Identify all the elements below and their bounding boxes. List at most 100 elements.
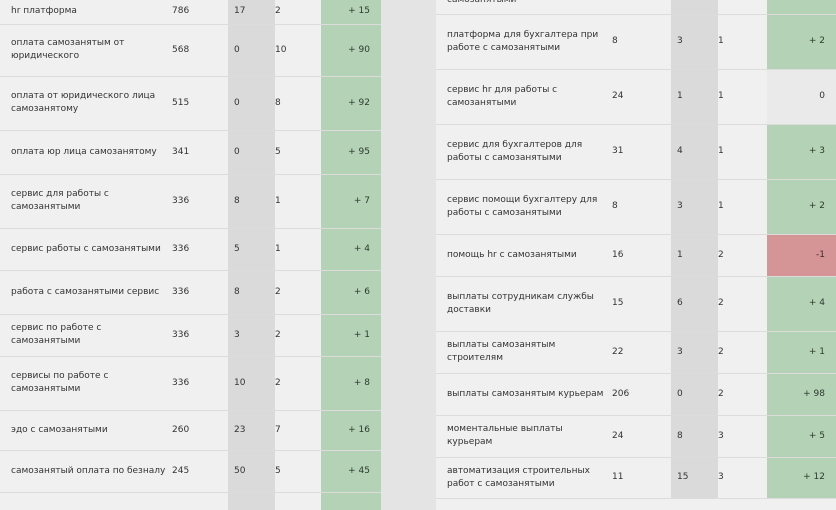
table-row: сервис для работы с самозанятыми 336 8 1 + 7 bbox=[0, 174, 381, 229]
position-before-cell: 5 bbox=[228, 228, 275, 271]
position-after-cell: 3 bbox=[718, 457, 767, 499]
table-row: сервисы по работе с самозанятыми 336 10 2 + … bbox=[0, 356, 381, 411]
position-before-cell: 10 bbox=[228, 356, 275, 411]
right-ranking-table-panel: самозанятыми платформа для бухгалтера при… bbox=[436, 0, 836, 510]
volume-cell: 11 bbox=[612, 457, 671, 499]
query-cell: сервис для бухгалтеров для работы с само… bbox=[436, 124, 612, 180]
position-after-cell: 2 bbox=[718, 373, 767, 416]
table-row: платформа для бухгалтера при работе с са… bbox=[436, 14, 836, 70]
table-row: оплата юр лица самозанятому 341 0 5 + 95 bbox=[0, 130, 381, 175]
query-cell: работа с самозанятыми сервис bbox=[0, 270, 172, 315]
volume-cell: 336 bbox=[172, 228, 228, 271]
query-cell: сервис помощи бухгалтеру для работы с са… bbox=[436, 179, 612, 235]
volume-cell: 260 bbox=[172, 410, 228, 451]
table-row: выплаты сотрудникам службы доставки 15 6 2 +… bbox=[436, 276, 836, 332]
position-before-cell: 1 bbox=[671, 69, 718, 125]
delta-cell: + 8 bbox=[321, 356, 381, 411]
position-before-cell: 4 bbox=[671, 124, 718, 180]
position-before-cell: 1 bbox=[671, 234, 718, 277]
delta-cell: 0 bbox=[767, 69, 836, 125]
delta-cell: + 15 bbox=[321, 0, 381, 25]
position-after-cell: 2 bbox=[718, 234, 767, 277]
query-cell: сервис для работы с самозанятыми bbox=[0, 174, 172, 229]
query-cell: сервис по работе с самозанятыми bbox=[0, 314, 172, 357]
position-before-cell bbox=[671, 0, 718, 15]
query-cell: оплата самозанятым от юридического bbox=[0, 24, 172, 77]
volume-cell: 206 bbox=[612, 373, 671, 416]
volume-cell: 15 bbox=[612, 276, 671, 332]
volume-cell: 336 bbox=[172, 270, 228, 315]
table-row: самозанятый оплата по безналу 245 50 5 + 45 bbox=[0, 450, 381, 493]
position-after-cell: 2 bbox=[275, 314, 321, 357]
volume-cell: 336 bbox=[172, 174, 228, 229]
position-before-cell: 50 bbox=[228, 450, 275, 493]
volume-cell: 336 bbox=[172, 314, 228, 357]
position-after-cell: 8 bbox=[275, 76, 321, 131]
query-cell: оплата от юридического лица самозанятому bbox=[0, 76, 172, 131]
delta-cell bbox=[767, 0, 836, 15]
table-row: сервис работы с самозанятыми 336 5 1 + 4 bbox=[0, 228, 381, 271]
delta-cell: + 6 bbox=[321, 270, 381, 315]
table-row: оплата от юридического лица самозанятому… bbox=[0, 76, 381, 131]
position-before-cell: 15 bbox=[671, 457, 718, 499]
table-row: сервис hr для работы с самозанятыми 24 1 1 0 bbox=[436, 69, 836, 125]
table-row: сервис по работе с самозанятыми 336 3 2 + 1 bbox=[0, 314, 381, 357]
volume-cell: 245 bbox=[172, 450, 228, 493]
delta-cell: + 98 bbox=[767, 373, 836, 416]
volume-cell bbox=[612, 0, 671, 15]
volume-cell bbox=[172, 492, 228, 510]
delta-cell: + 2 bbox=[767, 14, 836, 70]
position-after-cell: 2 bbox=[275, 270, 321, 315]
volume-cell: 341 bbox=[172, 130, 228, 175]
delta-cell: + 4 bbox=[767, 276, 836, 332]
delta-cell: + 5 bbox=[767, 415, 836, 458]
volume-cell: 8 bbox=[612, 179, 671, 235]
table-row: эдо с самозанятыми 260 23 7 + 16 bbox=[0, 410, 381, 451]
table-row: работа с самозанятыми сервис 336 8 2 + 6 bbox=[0, 270, 381, 315]
delta-cell: + 16 bbox=[321, 410, 381, 451]
position-before-cell: 8 bbox=[228, 174, 275, 229]
delta-cell: + 12 bbox=[767, 457, 836, 499]
position-before-cell: 6 bbox=[671, 276, 718, 332]
table-row: hr платформа 786 17 2 + 15 bbox=[0, 0, 381, 25]
position-before-cell: 0 bbox=[228, 24, 275, 77]
position-before-cell bbox=[228, 492, 275, 510]
position-before-cell: 3 bbox=[228, 314, 275, 357]
volume-cell: 336 bbox=[172, 356, 228, 411]
position-before-cell: 23 bbox=[228, 410, 275, 451]
position-after-cell: 7 bbox=[275, 410, 321, 451]
panel-gap bbox=[381, 0, 436, 510]
table-row: оплата самозанятым от юридического 568 0 10… bbox=[0, 24, 381, 77]
query-cell: выплаты самозанятым курьерам bbox=[436, 373, 612, 416]
volume-cell: 8 bbox=[612, 14, 671, 70]
query-cell: помощь hr с самозанятыми bbox=[436, 234, 612, 277]
position-after-cell bbox=[718, 0, 767, 15]
query-cell: самозанятый оплата по безналу bbox=[0, 450, 172, 493]
query-cell: эдо с самозанятыми bbox=[0, 410, 172, 451]
query-cell: сервисы по работе с самозанятыми bbox=[0, 356, 172, 411]
table-row: сервис помощи бухгалтеру для работы с са… bbox=[436, 179, 836, 235]
position-after-cell: 2 bbox=[275, 356, 321, 411]
delta-cell: + 95 bbox=[321, 130, 381, 175]
position-before-cell: 3 bbox=[671, 179, 718, 235]
position-before-cell: 0 bbox=[671, 373, 718, 416]
table-row bbox=[0, 492, 381, 510]
position-before-cell: 8 bbox=[228, 270, 275, 315]
position-before-cell: 8 bbox=[671, 415, 718, 458]
position-after-cell: 1 bbox=[718, 69, 767, 125]
query-cell: hr платформа bbox=[0, 0, 172, 25]
position-before-cell: 0 bbox=[228, 130, 275, 175]
delta-cell: + 90 bbox=[321, 24, 381, 77]
position-before-cell: 3 bbox=[671, 14, 718, 70]
table-row: выплаты самозанятым строителям 22 3 2 + 1 bbox=[436, 331, 836, 374]
position-after-cell: 10 bbox=[275, 24, 321, 77]
position-after-cell: 2 bbox=[718, 276, 767, 332]
position-after-cell: 1 bbox=[718, 124, 767, 180]
table-row: самозанятыми bbox=[436, 0, 836, 15]
position-after-cell: 2 bbox=[275, 0, 321, 25]
position-after-cell: 1 bbox=[718, 179, 767, 235]
delta-cell: + 1 bbox=[767, 331, 836, 374]
volume-cell: 22 bbox=[612, 331, 671, 374]
volume-cell: 568 bbox=[172, 24, 228, 77]
query-cell: выплаты сотрудникам службы доставки bbox=[436, 276, 612, 332]
